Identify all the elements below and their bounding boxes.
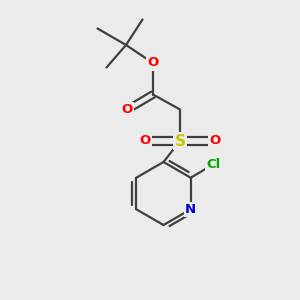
Text: Cl: Cl: [206, 158, 220, 171]
Text: O: O: [147, 56, 159, 70]
Text: O: O: [122, 103, 133, 116]
Text: S: S: [175, 134, 185, 148]
Text: O: O: [140, 134, 151, 148]
Text: O: O: [209, 134, 220, 148]
Text: N: N: [185, 203, 196, 216]
